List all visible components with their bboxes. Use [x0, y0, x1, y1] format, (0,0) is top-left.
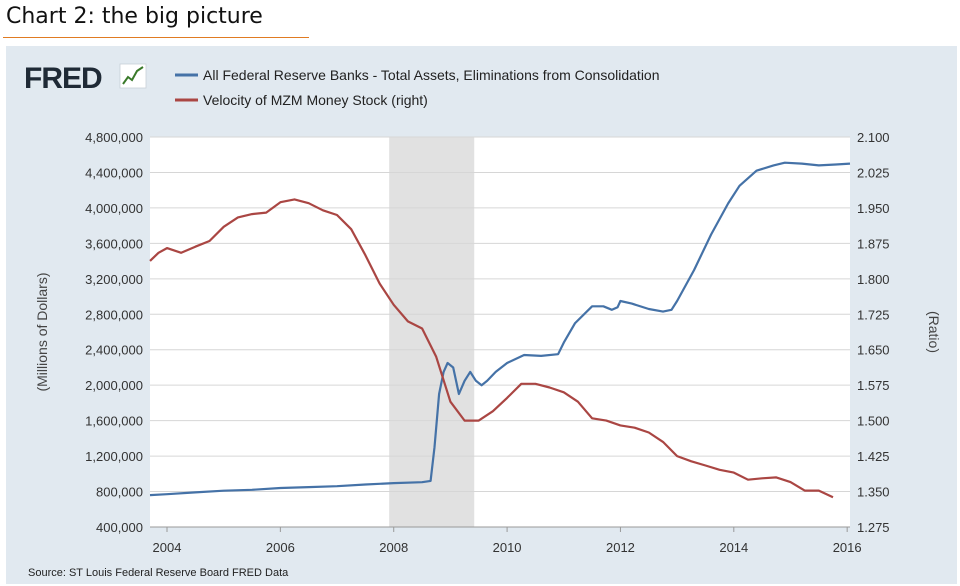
x-tick-label: 2012	[606, 540, 635, 555]
series-line-total-assets	[149, 161, 851, 497]
y-left-tick-label: 2,000,000	[85, 378, 143, 393]
y-axis-right-title: (Ratio)	[926, 311, 942, 353]
y-left-tick-label: 1,600,000	[85, 414, 143, 429]
y-right-tick-label: 1.800	[857, 272, 890, 287]
y-left-tick-label: 2,800,000	[85, 307, 143, 322]
y-right-tick-label: 1.350	[857, 485, 890, 500]
y-right-tick-label: 1.500	[857, 414, 890, 429]
y-right-tick-label: 2.100	[857, 130, 890, 145]
y-left-tick-label: 4,400,000	[85, 165, 143, 180]
y-right-tick-label: 1.575	[857, 378, 890, 393]
y-left-tick-label: 3,600,000	[85, 236, 143, 251]
y-left-tick-label: 400,000	[96, 520, 143, 535]
y-right-tick-label: 1.275	[857, 520, 890, 535]
legend-label-velocity: Velocity of MZM Money Stock (right)	[203, 92, 428, 108]
x-tick-label: 2014	[719, 540, 748, 555]
legend: All Federal Reserve Banks - Total Assets…	[175, 67, 660, 108]
fred-logo: FRED	[24, 62, 147, 95]
x-tick-label: 2004	[153, 540, 182, 555]
plot-area	[150, 137, 850, 527]
y-right-tick-label: 1.650	[857, 343, 890, 358]
x-tick-label: 2008	[379, 540, 408, 555]
y-left-tick-label: 4,800,000	[85, 130, 143, 145]
y-left-tick-label: 2,400,000	[85, 343, 143, 358]
fred-logo-text: FRED	[24, 62, 102, 95]
y-right-tick-label: 1.425	[857, 449, 890, 464]
legend-label-assets: All Federal Reserve Banks - Total Assets…	[203, 67, 660, 83]
y-right-tick-label: 1.875	[857, 236, 890, 251]
x-tick-label: 2010	[493, 540, 522, 555]
y-left-tick-label: 800,000	[96, 485, 143, 500]
y-right-tick-label: 1.950	[857, 201, 890, 216]
series-line-mzm-velocity	[149, 198, 834, 499]
fred-logo-chart-icon	[122, 66, 144, 85]
x-tick-label: 2006	[266, 540, 295, 555]
x-tick-label: 2016	[833, 540, 862, 555]
slide-title: Chart 2: the big picture	[6, 4, 263, 29]
y-left-tick-label: 4,000,000	[85, 201, 143, 216]
y-right-tick-label: 1.725	[857, 307, 890, 322]
y-right-tick-label: 2.025	[857, 165, 890, 180]
y-left-tick-label: 3,200,000	[85, 272, 143, 287]
y-axis-left-title: (Millions of Dollars)	[34, 272, 50, 391]
y-left-tick-label: 1,200,000	[85, 449, 143, 464]
source-note: Source: ST Louis Federal Reserve Board F…	[28, 567, 289, 579]
title-underline	[3, 37, 309, 38]
